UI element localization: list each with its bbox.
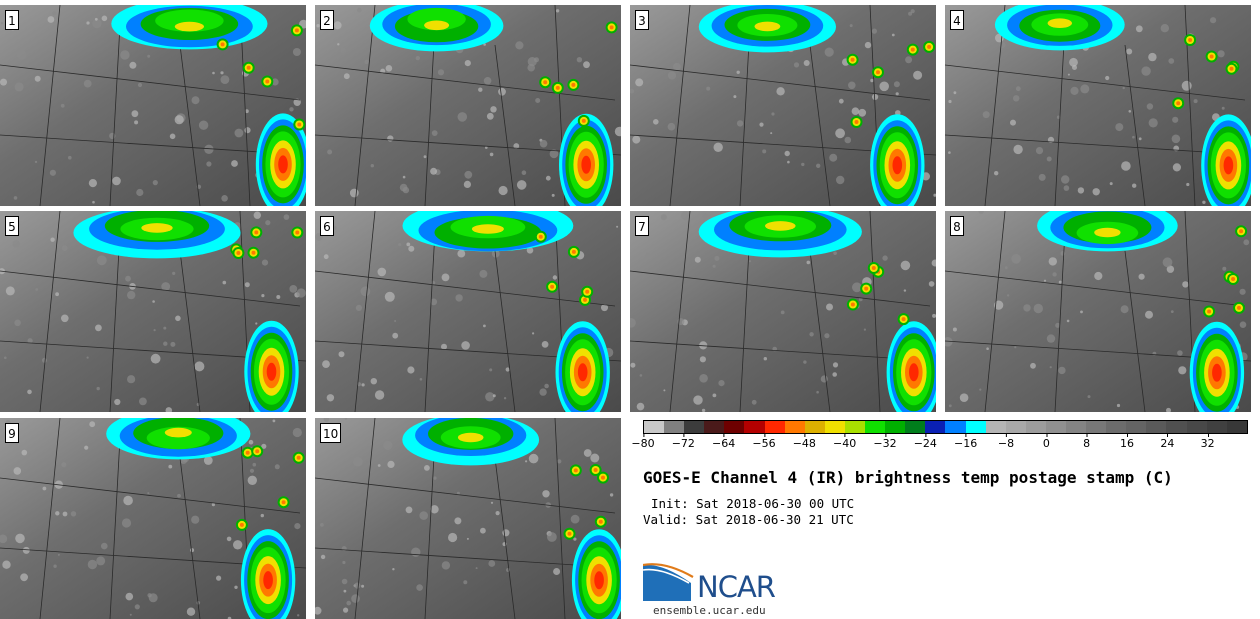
colorbar-segment <box>764 421 785 433</box>
colorbar-segment <box>724 421 745 433</box>
ensemble-member-panel: 1 <box>0 5 306 206</box>
colorbar-segment <box>1146 421 1167 433</box>
colorbar-tick-label: −64 <box>712 434 736 450</box>
colorbar-segment <box>945 421 966 433</box>
ncar-logo-icon <box>643 563 694 601</box>
colorbar-segment <box>784 421 805 433</box>
colorbar-segment <box>1106 421 1127 433</box>
colorbar-segment <box>1005 421 1026 433</box>
panel-label: 2 <box>320 10 334 30</box>
satellite-map <box>630 5 936 206</box>
satellite-map <box>315 418 621 619</box>
colorbar-segment <box>704 421 725 433</box>
satellite-map <box>0 5 306 206</box>
satellite-map <box>0 211 306 412</box>
colorbar-segment <box>1126 421 1147 433</box>
satellite-map <box>315 5 621 206</box>
colorbar-tick-label: 0 <box>1042 434 1050 450</box>
colorbar-ticks: −80 −72 −64 −56 −48 −40 −32 −24 −16 −8 0 8 16 24 32 <box>631 434 1248 455</box>
colorbar-tick-label: −80 <box>631 434 655 450</box>
satellite-map <box>0 418 306 619</box>
colorbar-segment <box>965 421 986 433</box>
ensemble-member-panel: 5 <box>0 211 306 412</box>
colorbar-tick-label: −72 <box>671 434 695 450</box>
panel-label: 4 <box>950 10 964 30</box>
colorbar-segment <box>744 421 765 433</box>
panel-label: 3 <box>635 10 649 30</box>
valid-time: Valid: Sat 2018-06-30 21 UTC <box>643 512 854 527</box>
ncar-logo-text: NCAR <box>697 570 776 604</box>
colorbar-tick-label: −40 <box>833 434 857 450</box>
colorbar-segment <box>925 421 946 433</box>
init-time: Init: Sat 2018-06-30 00 UTC <box>651 496 855 511</box>
colorbar-tick-label: −48 <box>792 434 816 450</box>
colorbar-segment <box>1065 421 1087 433</box>
panel-label: 6 <box>320 216 334 236</box>
colorbar-segment <box>1186 421 1207 433</box>
colorbar-segment <box>644 421 665 433</box>
colorbar-tick-label: −24 <box>913 434 937 450</box>
colorbar-tick-label: 8 <box>1083 434 1091 450</box>
ensemble-member-panel: 6 <box>315 211 621 412</box>
colorbar-segment <box>1086 421 1107 433</box>
colorbar-segment <box>684 421 705 433</box>
colorbar-segment <box>824 421 845 433</box>
colorbar-segment <box>844 421 866 433</box>
colorbar-tick-label: −8 <box>997 434 1015 450</box>
colorbar-segment <box>1226 421 1247 433</box>
ensemble-member-panel: 2 <box>315 5 621 206</box>
colorbar-segment <box>1166 421 1187 433</box>
satellite-map <box>315 211 621 412</box>
ensemble-member-panel: 3 <box>630 5 936 206</box>
panel-label: 9 <box>5 423 19 443</box>
satellite-map <box>945 5 1251 206</box>
site-url: ensemble.ucar.edu <box>653 604 766 617</box>
colorbar-segment <box>885 421 906 433</box>
ensemble-member-panel: 8 <box>945 211 1251 412</box>
colorbar <box>643 420 1248 434</box>
panel-label: 8 <box>950 216 964 236</box>
panel-label: 5 <box>5 216 19 236</box>
colorbar-segment <box>664 421 685 433</box>
page-title: GOES-E Channel 4 (IR) brightness temp po… <box>643 468 1173 487</box>
colorbar-segment <box>804 421 825 433</box>
panel-label: 1 <box>5 10 19 30</box>
satellite-map <box>945 211 1251 412</box>
colorbar-tick-label: 24 <box>1160 434 1175 450</box>
colorbar-tick-label: 16 <box>1120 434 1134 450</box>
colorbar-tick-label: −56 <box>752 434 776 450</box>
colorbar-tick-label: 32 <box>1200 434 1215 450</box>
colorbar-segment <box>985 421 1006 433</box>
colorbar-tick-label: −16 <box>954 434 978 450</box>
colorbar-segment <box>905 421 926 433</box>
satellite-map <box>630 211 936 412</box>
ensemble-member-panel: 10 <box>315 418 621 619</box>
panel-label: 10 <box>320 423 342 443</box>
ensemble-member-panel: 4 <box>945 5 1251 206</box>
colorbar-segment <box>1025 421 1046 433</box>
ensemble-member-panel: 7 <box>630 211 936 412</box>
colorbar-segment <box>865 421 886 433</box>
colorbar-segment <box>1045 421 1066 433</box>
panel-label: 7 <box>635 216 649 236</box>
colorbar-segment <box>1206 421 1227 433</box>
ensemble-member-panel: 9 <box>0 418 306 619</box>
colorbar-tick-label: −32 <box>873 434 897 450</box>
